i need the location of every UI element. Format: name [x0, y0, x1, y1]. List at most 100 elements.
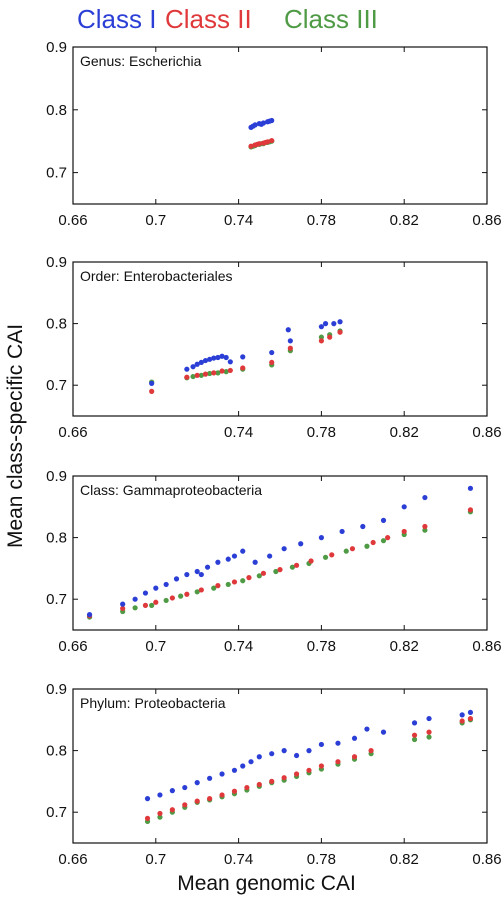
- data-point: [331, 321, 337, 327]
- data-point: [207, 370, 213, 377]
- x-tick-label: 0.7: [145, 212, 166, 229]
- legend-class-i: Class I: [77, 4, 157, 34]
- data-point: [144, 796, 151, 802]
- x-tick-label: 0.74: [224, 638, 253, 655]
- y-tick-label: 0.9: [46, 468, 67, 485]
- data-point: [149, 380, 155, 386]
- x-tick-label: 0.66: [58, 212, 87, 229]
- panel-1: 0.66 0.7 0.74 0.78 0.82 0.86 0.7 0.8 0.9 Genus: E…: [46, 39, 501, 229]
- y-tick-label: 0.7: [46, 377, 67, 394]
- data-point: [269, 778, 275, 785]
- data-point: [169, 807, 175, 813]
- data-point: [285, 327, 291, 333]
- data-point: [298, 541, 304, 547]
- x-tick-label: 0.66: [58, 638, 87, 655]
- data-point: [219, 792, 225, 798]
- data-point: [467, 485, 474, 491]
- series-class-i: [149, 319, 343, 386]
- data-point: [157, 792, 163, 798]
- data-point: [401, 528, 407, 535]
- data-point: [318, 763, 324, 769]
- data-point: [254, 141, 260, 147]
- data-point: [178, 593, 184, 599]
- y-tick-label: 0.9: [46, 39, 67, 56]
- y-tick-label: 0.8: [46, 530, 67, 547]
- data-point: [144, 815, 151, 821]
- data-point: [153, 585, 159, 591]
- data-point: [422, 523, 428, 530]
- data-point: [335, 759, 341, 765]
- data-point: [240, 548, 246, 554]
- data-point: [120, 601, 126, 607]
- data-point: [219, 368, 225, 374]
- series-class-i: [144, 709, 474, 802]
- series-class-ii: [86, 507, 474, 619]
- panel-frame: [72, 261, 488, 417]
- series-class-iii: [149, 328, 343, 385]
- x-tick-label: 0.78: [307, 424, 336, 441]
- data-point: [231, 579, 238, 585]
- data-point: [269, 359, 275, 366]
- data-point: [385, 535, 391, 541]
- legend-class-iii: Class III: [284, 4, 378, 34]
- data-point: [198, 571, 204, 578]
- panel-label: Class: Gammaproteobacteria: [80, 482, 262, 498]
- data-point: [411, 720, 418, 726]
- data-point: [306, 748, 312, 754]
- x-tick-label: 0.78: [307, 638, 336, 655]
- data-point: [401, 504, 407, 510]
- data-point: [225, 556, 231, 562]
- data-point: [227, 367, 233, 374]
- data-point: [231, 553, 238, 559]
- data-point: [256, 754, 262, 760]
- data-point: [318, 334, 324, 340]
- x-tick-label: 0.78: [307, 851, 336, 868]
- x-tick-label: 0.74: [224, 851, 253, 868]
- x-tick-label: 0.82: [390, 851, 419, 868]
- data-point: [198, 359, 204, 366]
- data-point: [364, 726, 370, 732]
- data-point: [215, 559, 221, 565]
- data-point: [227, 359, 233, 365]
- data-point: [225, 581, 231, 588]
- data-point: [322, 554, 329, 560]
- data-point: [207, 775, 213, 781]
- data-point: [329, 552, 335, 558]
- data-point: [277, 567, 283, 573]
- data-point: [246, 575, 252, 581]
- x-tick-label: 0.86: [472, 424, 501, 441]
- data-point: [231, 767, 238, 773]
- data-point: [215, 370, 221, 376]
- data-point: [211, 585, 217, 591]
- data-point: [198, 372, 204, 378]
- data-point: [360, 523, 366, 530]
- x-tick-label: 0.74: [224, 212, 253, 229]
- x-tick-label: 0.86: [472, 638, 501, 655]
- data-point: [287, 338, 293, 344]
- data-point: [240, 578, 246, 584]
- data-point: [86, 612, 93, 618]
- x-tick-label: 0.66: [58, 851, 87, 868]
- data-point: [132, 605, 138, 611]
- data-point: [215, 583, 221, 589]
- data-point: [337, 329, 343, 335]
- data-point: [351, 735, 358, 741]
- data-point: [219, 771, 225, 777]
- data-point: [142, 602, 149, 608]
- data-point: [337, 319, 343, 325]
- series-class-ii: [144, 715, 474, 821]
- data-point: [163, 597, 169, 604]
- series-class-i: [248, 117, 275, 130]
- data-point: [182, 802, 188, 808]
- panel-label: Phylum: Proteobacteria: [80, 695, 226, 711]
- data-point: [182, 784, 188, 791]
- data-point: [198, 587, 204, 593]
- data-point: [368, 748, 374, 754]
- data-point: [380, 517, 387, 523]
- data-point: [240, 354, 246, 360]
- x-tick-label: 0.86: [472, 212, 501, 229]
- data-point: [223, 369, 229, 375]
- panel-4: 0.66 0.7 0.74 0.78 0.82 0.86 0.7 0.8 0.9 Phylum: …: [46, 681, 501, 868]
